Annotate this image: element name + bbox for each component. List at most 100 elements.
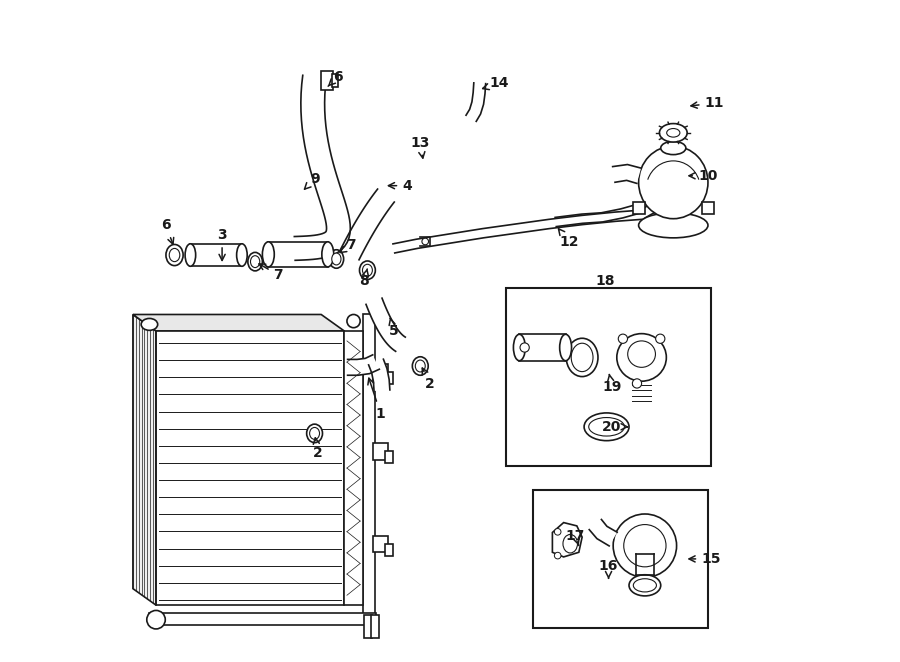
Circle shape xyxy=(422,238,428,245)
Ellipse shape xyxy=(560,334,572,361)
Bar xyxy=(345,331,363,605)
Bar xyxy=(149,613,376,625)
Text: 12: 12 xyxy=(559,229,579,249)
Bar xyxy=(384,544,392,555)
Bar xyxy=(332,74,338,87)
Ellipse shape xyxy=(412,357,428,375)
Polygon shape xyxy=(347,355,379,375)
Text: 1: 1 xyxy=(368,378,385,420)
Circle shape xyxy=(613,514,677,577)
Polygon shape xyxy=(369,359,390,391)
Text: 3: 3 xyxy=(217,228,227,260)
Ellipse shape xyxy=(572,343,593,371)
Text: 11: 11 xyxy=(691,96,724,110)
Polygon shape xyxy=(590,520,617,546)
Polygon shape xyxy=(466,83,486,121)
Bar xyxy=(321,71,333,90)
Ellipse shape xyxy=(141,318,158,330)
Text: 10: 10 xyxy=(689,169,717,183)
Ellipse shape xyxy=(627,341,655,367)
Circle shape xyxy=(655,334,665,344)
Text: 16: 16 xyxy=(598,559,618,579)
Text: 18: 18 xyxy=(596,275,615,289)
Ellipse shape xyxy=(332,253,341,265)
Ellipse shape xyxy=(322,242,334,267)
Text: 4: 4 xyxy=(389,179,412,193)
Text: 6: 6 xyxy=(161,218,174,244)
Ellipse shape xyxy=(639,213,708,238)
Polygon shape xyxy=(366,298,405,352)
Text: 19: 19 xyxy=(602,375,622,394)
Ellipse shape xyxy=(237,244,248,266)
Ellipse shape xyxy=(589,418,625,436)
Text: 9: 9 xyxy=(304,172,320,189)
Text: 6: 6 xyxy=(328,70,343,86)
Polygon shape xyxy=(613,165,641,183)
Ellipse shape xyxy=(513,334,526,361)
Text: 8: 8 xyxy=(359,269,369,289)
Ellipse shape xyxy=(263,242,274,267)
Circle shape xyxy=(346,314,360,328)
Ellipse shape xyxy=(307,424,322,443)
Ellipse shape xyxy=(248,252,263,271)
Circle shape xyxy=(554,528,561,535)
Text: 2: 2 xyxy=(313,438,323,460)
Text: 17: 17 xyxy=(566,529,585,545)
Polygon shape xyxy=(553,522,582,557)
Polygon shape xyxy=(133,314,345,331)
Text: 13: 13 xyxy=(410,136,430,158)
Circle shape xyxy=(554,552,561,559)
Ellipse shape xyxy=(169,248,180,261)
Ellipse shape xyxy=(584,413,629,441)
Ellipse shape xyxy=(250,256,260,267)
Ellipse shape xyxy=(667,128,680,137)
Ellipse shape xyxy=(166,244,183,265)
Ellipse shape xyxy=(629,575,661,596)
Polygon shape xyxy=(133,314,156,605)
Bar xyxy=(533,489,707,628)
Ellipse shape xyxy=(185,244,195,266)
Polygon shape xyxy=(294,75,350,260)
Ellipse shape xyxy=(566,338,598,377)
Bar xyxy=(364,615,372,638)
Bar xyxy=(384,372,392,384)
Ellipse shape xyxy=(415,360,425,372)
Text: 5: 5 xyxy=(389,318,399,338)
Ellipse shape xyxy=(660,124,688,142)
Text: 7: 7 xyxy=(259,264,284,282)
Bar xyxy=(268,242,328,267)
Bar xyxy=(702,202,714,214)
Ellipse shape xyxy=(359,261,375,279)
Circle shape xyxy=(624,524,666,567)
Ellipse shape xyxy=(639,146,708,218)
Bar xyxy=(633,202,645,214)
Text: 7: 7 xyxy=(340,238,356,252)
Ellipse shape xyxy=(363,264,373,276)
Text: 20: 20 xyxy=(602,420,627,434)
Polygon shape xyxy=(393,210,642,253)
Bar xyxy=(506,288,711,467)
Text: 2: 2 xyxy=(422,368,435,391)
Circle shape xyxy=(147,610,166,629)
Ellipse shape xyxy=(329,250,344,268)
Polygon shape xyxy=(555,205,640,226)
Circle shape xyxy=(520,343,529,352)
Polygon shape xyxy=(639,201,661,218)
Bar xyxy=(363,314,374,618)
Ellipse shape xyxy=(563,534,578,553)
Circle shape xyxy=(618,334,627,344)
Bar xyxy=(374,536,388,552)
Circle shape xyxy=(633,379,642,388)
Bar xyxy=(191,244,242,266)
Ellipse shape xyxy=(310,428,320,440)
Bar xyxy=(374,364,388,381)
Polygon shape xyxy=(340,189,394,260)
Bar xyxy=(384,451,392,463)
Text: 14: 14 xyxy=(482,76,509,90)
Bar xyxy=(519,334,565,361)
Ellipse shape xyxy=(616,334,666,381)
Text: 15: 15 xyxy=(689,552,721,566)
Ellipse shape xyxy=(634,579,656,592)
Ellipse shape xyxy=(661,142,686,155)
Bar xyxy=(156,331,345,605)
